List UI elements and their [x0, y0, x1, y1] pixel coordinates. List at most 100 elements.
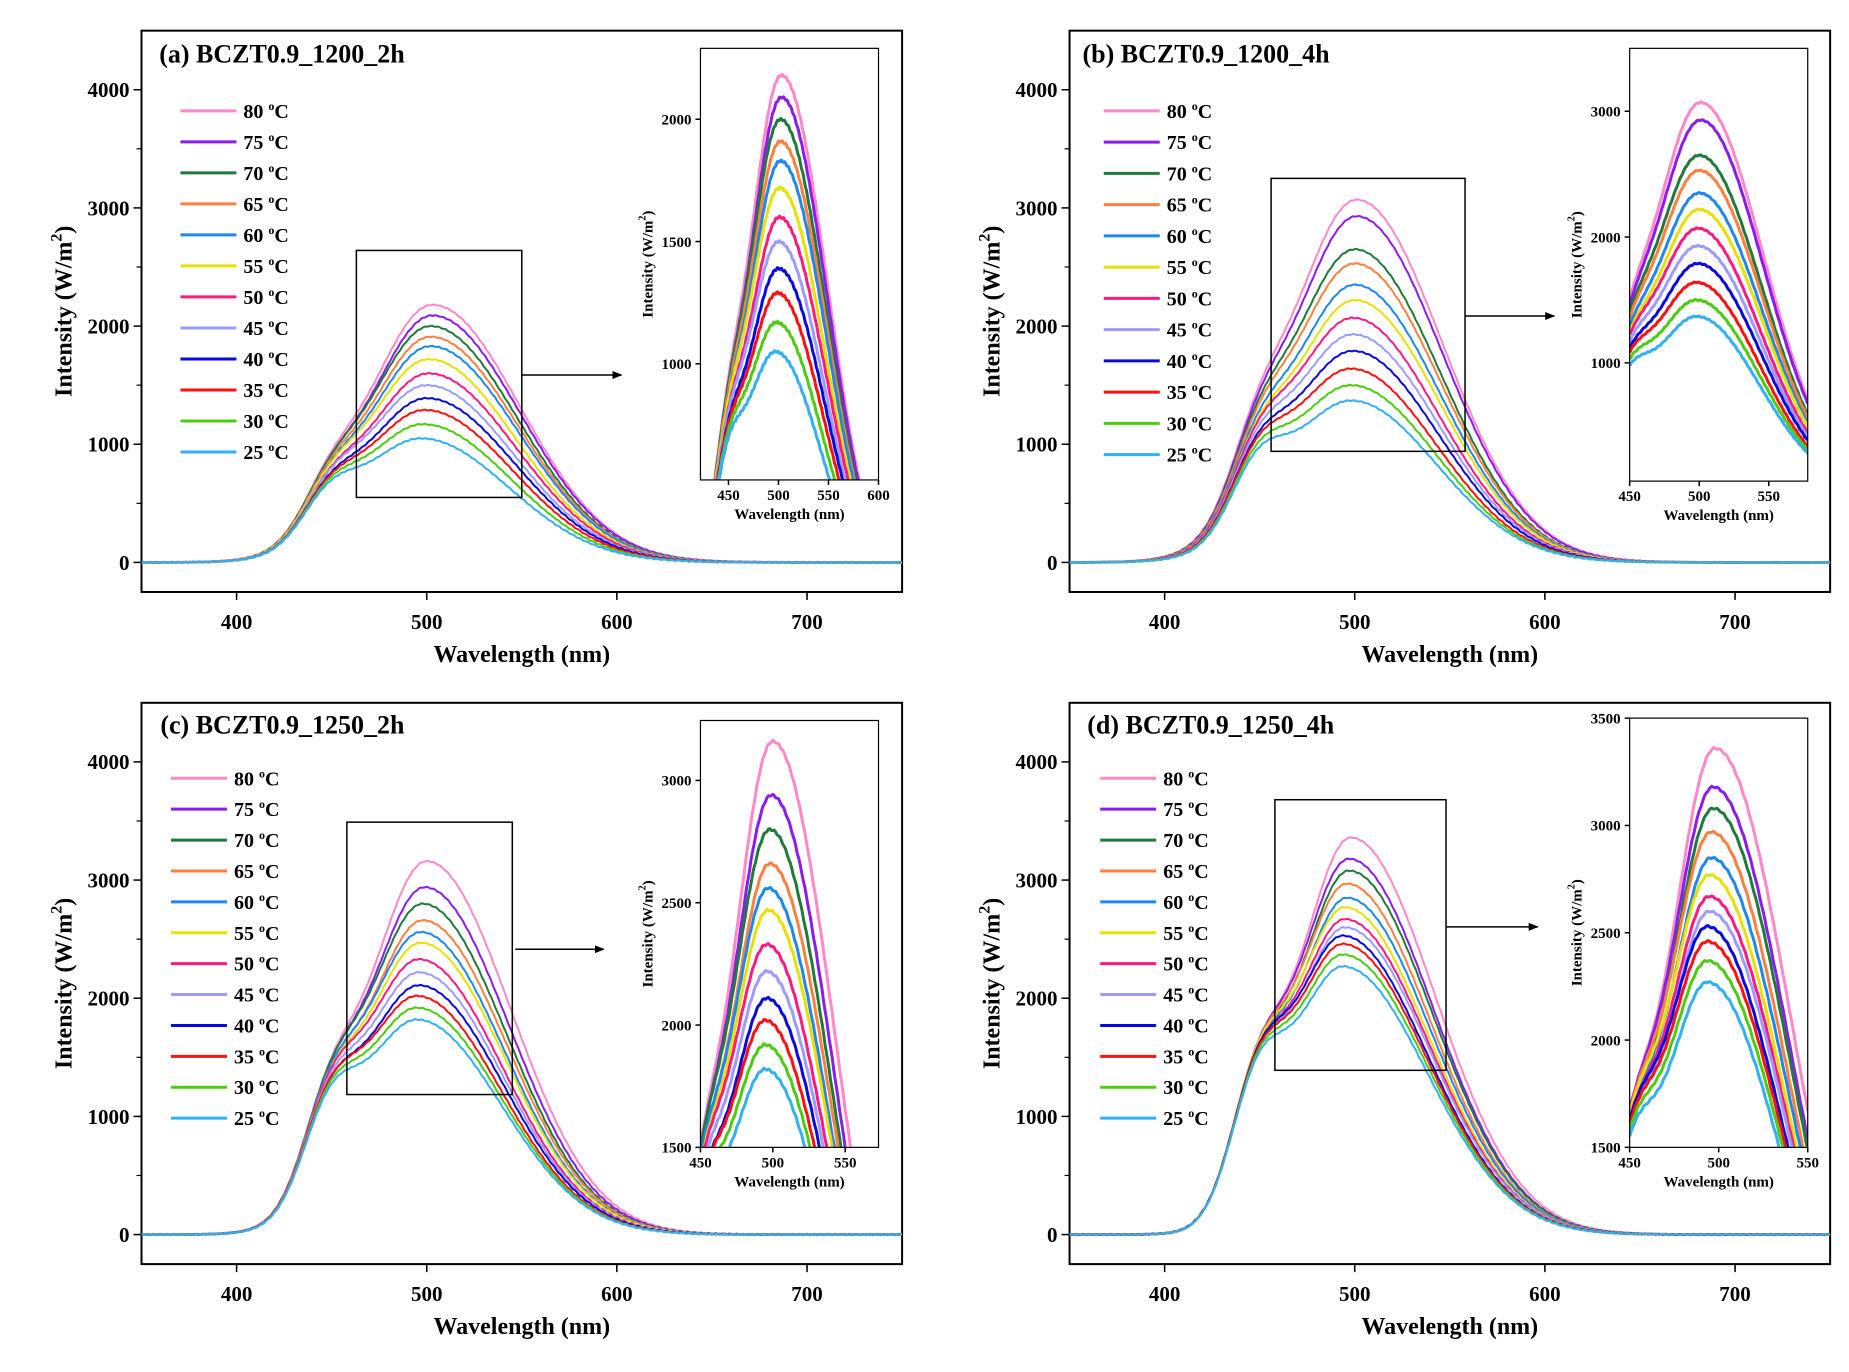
legend-label: 25 oC [1167, 443, 1212, 467]
inset-background [1629, 48, 1808, 482]
legend-unit-sup: o [1192, 349, 1198, 363]
legend-item: 35 oC [1100, 1044, 1209, 1068]
legend-unit-sup: o [268, 254, 274, 268]
zoom-region-box [1274, 798, 1447, 1072]
y-axis-label: Intensity (W/m2) [977, 898, 1006, 1069]
panel-a: 400 500 600 700 0 1000 2000 3000 4000 Wavelength … [49, 29, 904, 668]
legend-label: 75 oC [1167, 130, 1212, 154]
legend-item: 55 oC [170, 921, 279, 945]
legend-unit-sup: o [268, 161, 274, 175]
y-axis-label-suffix: ) [1570, 211, 1586, 216]
legend-unit: C [1194, 1015, 1208, 1037]
legend-temp: 80 [1167, 101, 1187, 123]
legend-item: 80 oC [180, 99, 289, 123]
legend-temp: 60 [243, 225, 263, 247]
legend-unit-sup: o [259, 859, 265, 873]
legend-item: 75 oC [1100, 797, 1209, 821]
legend-item: 75 oC [180, 130, 289, 154]
legend-unit: C [1194, 861, 1208, 883]
series-line-65C [1629, 168, 1808, 419]
y-tick-label: 2000 [661, 113, 691, 129]
series-line-55C [1629, 207, 1808, 428]
y-tick-label: 2000 [661, 1018, 691, 1034]
legend-temp: 80 [1163, 768, 1183, 790]
legend-temp: 50 [1167, 288, 1187, 310]
legend-unit: C [265, 923, 279, 945]
legend-unit: C [265, 799, 279, 821]
x-tick-label: 700 [1719, 1282, 1751, 1306]
main-axes: 400 500 600 700 0 1000 2000 3000 4000 Wavelength … [49, 701, 904, 1340]
zoom-region-box [355, 249, 523, 499]
legend-temp: 40 [243, 349, 263, 371]
legend-unit-sup: o [1192, 99, 1198, 113]
legend-unit-sup: o [259, 921, 265, 935]
legend-label: 55 oC [1163, 921, 1208, 945]
legend-label: 70 oC [1167, 161, 1212, 185]
series-line-35C [711, 1018, 817, 1148]
legend-item: 40 oC [1103, 349, 1212, 373]
series-line-50C [1629, 894, 1796, 1148]
legend-item: 35 oC [1103, 380, 1212, 404]
legend-unit: C [1198, 382, 1212, 404]
legend-temp: 35 [234, 1046, 254, 1068]
panel-b: 400 500 600 700 0 1000 2000 3000 4000 Wavelength … [977, 29, 1832, 668]
legend-label: 40 oC [234, 1013, 279, 1037]
y-axis-label: Intensity (W/m2) [977, 226, 1006, 397]
legend-unit: C [1198, 163, 1212, 185]
panel-d: 400 500 600 700 0 1000 2000 3000 4000 Wavelength … [977, 701, 1832, 1340]
x-tick-label: 550 [1758, 489, 1781, 505]
legend-unit-sup: o [1188, 890, 1194, 904]
legend-unit: C [1194, 830, 1208, 852]
legend-temp: 35 [243, 380, 263, 402]
y-tick-label: 1000 [1591, 356, 1621, 372]
legend-item: 25 oC [1103, 443, 1212, 467]
plot-frame [1068, 29, 1832, 593]
legend-unit-sup: o [1188, 1106, 1194, 1120]
series-line-45C [715, 239, 847, 480]
series-line-30C [718, 1042, 812, 1148]
legend-temp: 30 [234, 1077, 254, 1099]
series-line-55C [702, 907, 834, 1148]
y-tick-label: 2000 [1016, 314, 1058, 338]
y-axis-label-text: Intensity (W/m [980, 914, 1006, 1069]
legend-unit-sup: o [259, 1044, 265, 1058]
legend-item: 65 oC [1103, 193, 1212, 217]
legend-unit: C [274, 256, 288, 278]
legend-temp: 50 [1163, 954, 1183, 976]
legend-temp: 65 [1167, 195, 1187, 217]
series-line-45C [1629, 243, 1808, 438]
legend-unit-sup: o [1188, 1044, 1194, 1058]
legend-item: 80 oC [1103, 99, 1212, 123]
legend-label: 80 oC [1163, 766, 1208, 790]
legend-unit-sup: o [259, 952, 265, 966]
legend-label: 30 oC [234, 1075, 279, 1099]
series-group [1629, 746, 1808, 1148]
x-tick-label: 450 [717, 488, 740, 504]
series-line-25C [1069, 399, 1831, 564]
legend-item: 70 oC [170, 828, 279, 852]
legend-temp: 45 [1163, 985, 1183, 1007]
legend-label: 40 oC [1163, 1013, 1208, 1037]
y-axis-label-text: Intensity (W/m [640, 890, 656, 988]
legend-unit: C [274, 318, 288, 340]
y-tick-label: 1000 [1016, 1105, 1058, 1129]
legend-label: 80 oC [243, 99, 288, 123]
legend-item: 65 oC [180, 192, 289, 216]
y-tick-label: 1500 [661, 235, 691, 251]
legend-item: 65 oC [170, 859, 279, 883]
y-axis-label-suffix: ) [52, 226, 78, 234]
x-tick-label: 500 [1707, 1155, 1730, 1171]
series-group [700, 738, 853, 1148]
x-tick-label: 400 [221, 1282, 253, 1306]
x-tick-label: 500 [1688, 489, 1711, 505]
legend-unit-sup: o [1188, 828, 1194, 842]
inset-frame [699, 47, 880, 481]
legend-unit: C [265, 1108, 279, 1130]
x-tick-label: 450 [1618, 489, 1641, 505]
legend-temp: 40 [1167, 351, 1187, 373]
legend-unit-sup: o [259, 1013, 265, 1027]
legend-label: 40 oC [1167, 349, 1212, 373]
x-axis-label: Wavelength (nm) [433, 642, 610, 668]
